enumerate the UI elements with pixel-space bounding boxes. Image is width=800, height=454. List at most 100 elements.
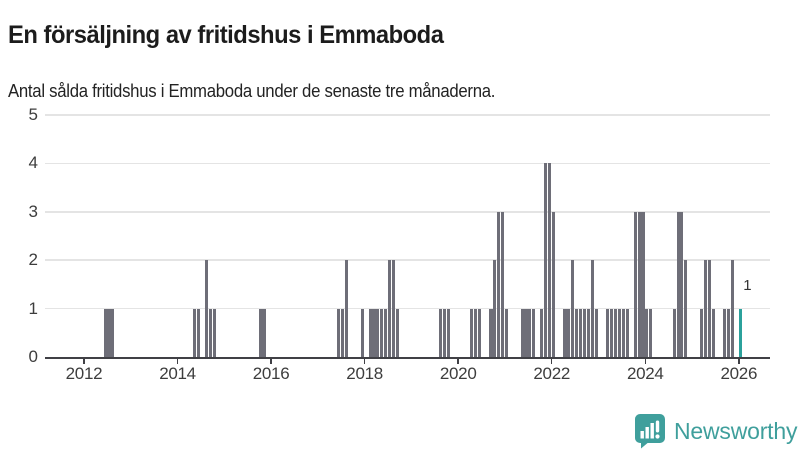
bar [504,308,509,357]
bar [446,308,450,357]
newsworthy-logo-text: Newsworthy [674,417,798,444]
axis-tick [363,359,366,364]
bar [204,260,208,357]
bar [337,308,341,357]
axis-tick [457,359,459,364]
bar [493,260,497,357]
bar [727,308,731,357]
axis-tick [644,359,647,364]
bar [438,308,442,357]
bar [107,308,111,357]
bar [341,308,345,357]
page-title: En försäljning av fritidshus i Emmaboda [8,20,444,49]
gridline [45,259,770,261]
bar [567,308,571,357]
bar [384,308,388,357]
bar [520,308,524,357]
highlight-bar [738,308,742,357]
bar [614,308,618,357]
bar [345,260,349,357]
bar [543,163,548,357]
x-tick-label: 2012 [65,364,103,383]
bar [372,308,376,357]
gridline [45,162,770,165]
bar [606,308,610,357]
bar [193,308,197,357]
bar [594,308,598,357]
bar [547,163,551,357]
gridline [45,211,770,213]
bar [711,308,715,357]
bar [571,260,575,357]
bar [540,308,544,357]
axis-tick [550,359,553,364]
bar [263,308,267,357]
x-tick-label: 2014 [159,364,196,383]
bar [111,308,115,357]
bar [380,308,384,357]
y-tick-label: 0 [28,347,38,366]
gridline [45,114,770,116]
bar [442,308,446,357]
bar [477,308,481,357]
bar [672,308,676,357]
bar [621,308,626,357]
bar [528,308,532,357]
bar [208,308,212,357]
bar [395,308,399,357]
axis-tick [83,359,85,364]
bar [360,308,364,357]
bar [680,211,684,357]
y-tick-label: 2 [28,250,38,270]
bar [618,308,622,357]
gridline [45,307,770,310]
bar [699,308,703,357]
bar [579,308,583,357]
bar [376,308,380,357]
newsworthy-chart-bubble-icon [634,413,666,449]
bar [259,308,263,357]
bar [707,260,711,357]
bar [563,308,567,357]
x-tick-label: 2024 [626,364,664,383]
bar [469,308,474,357]
chart-subtitle: Antal sålda fritidshus i Emmaboda under … [8,81,496,101]
bar [590,260,594,357]
x-tick-label: 2018 [346,364,383,383]
bar [586,308,590,357]
x-tick-label: 2026 [720,364,758,383]
bar [489,308,493,357]
bar [684,260,688,357]
y-tick-label: 1 [28,298,38,318]
bar [501,211,505,357]
bar [610,308,614,357]
bar [473,308,477,357]
newsworthy-logo[interactable]: Newsworthy [634,413,797,449]
bar [524,308,528,357]
bar [532,308,536,357]
bar [633,211,637,357]
bar [641,211,645,357]
y-tick-label: 3 [28,201,38,221]
bar [676,211,680,357]
bar [649,308,653,357]
x-tick-label: 2016 [252,364,290,383]
axis-tick [176,359,179,364]
y-tick-label: 4 [28,153,38,173]
axis-tick [270,359,272,364]
bar [497,211,501,357]
bar [645,308,649,357]
bar [625,308,629,357]
bar [197,308,201,357]
bar [103,308,107,357]
bar [637,211,641,357]
x-tick-label: 2020 [439,364,477,383]
axis-tick [738,359,740,364]
bar [391,260,396,357]
bar [575,308,579,357]
bar [551,211,555,357]
bar [388,260,392,357]
bar [212,308,216,357]
bar [368,308,372,357]
